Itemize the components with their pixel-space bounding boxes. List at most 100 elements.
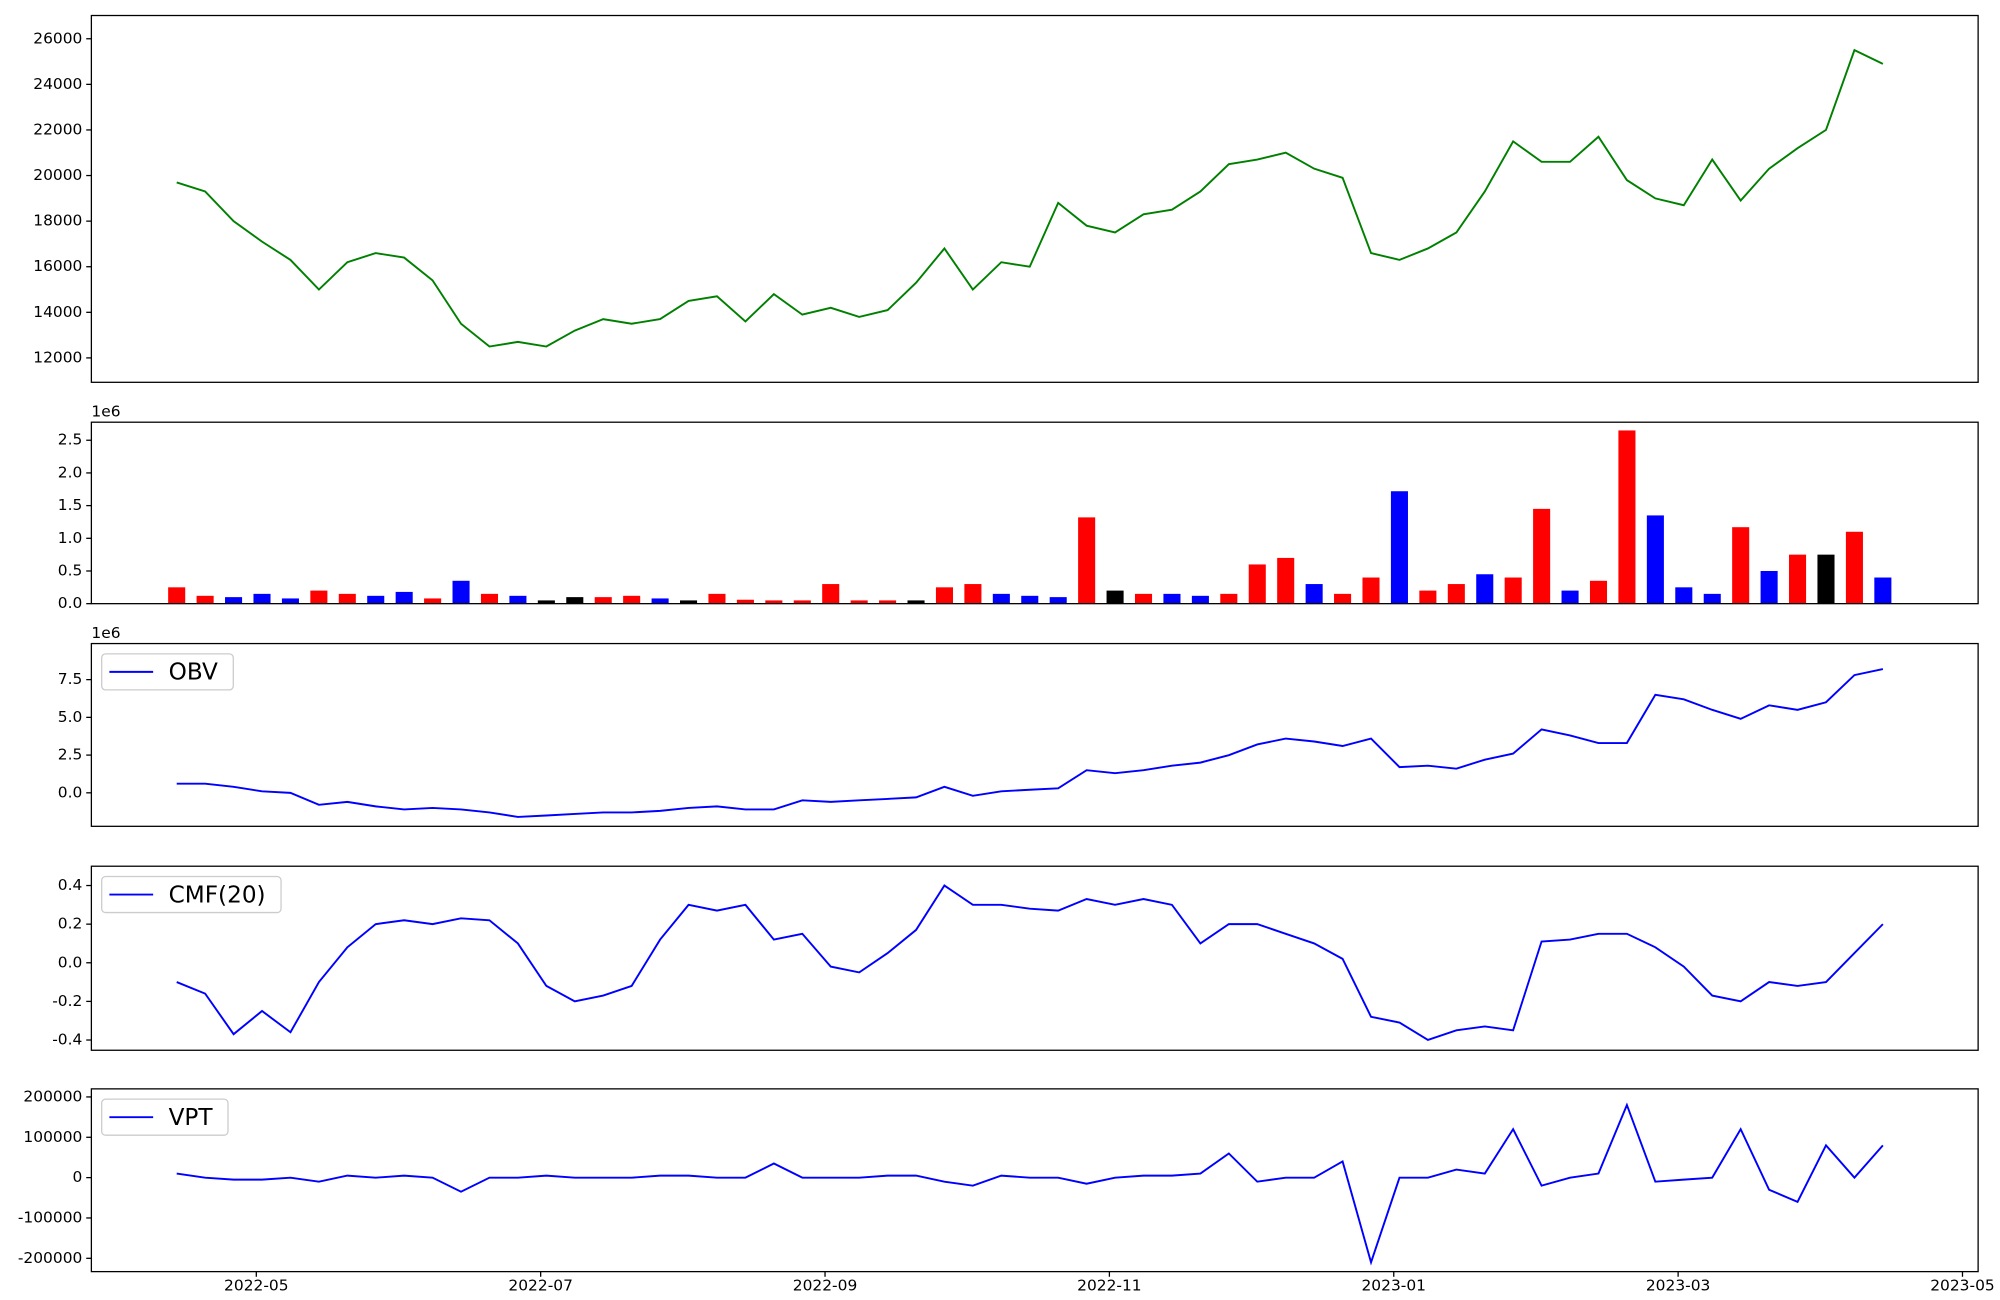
bar [1134, 593, 1153, 604]
y-tick-label: 1.0 [58, 529, 83, 547]
bar [1390, 491, 1408, 604]
y-tick-label: 20000 [33, 166, 82, 184]
axis-offset: 1e6 [91, 402, 120, 420]
bar [1817, 554, 1835, 604]
y-tick-label: 200000 [23, 1087, 82, 1105]
data-line [176, 1102, 1884, 1266]
y-tick-label: 0 [73, 1168, 83, 1186]
bar [281, 598, 299, 604]
bar [822, 584, 840, 604]
bar [1220, 593, 1238, 604]
y-tick-label: 2.5 [58, 431, 83, 449]
y-tick-label: 1.5 [58, 496, 83, 514]
bar [793, 600, 811, 604]
y-tick-label: 0.4 [58, 876, 83, 894]
y-tick-label: 12000 [33, 348, 82, 366]
axes-frame [90, 642, 1979, 827]
axis-offset: 1e6 [91, 624, 120, 642]
x-tick-label: 2023-03 [1646, 1276, 1711, 1294]
axes-frame [90, 14, 1979, 383]
bar [765, 600, 783, 604]
y-tick-label: 100000 [23, 1128, 82, 1146]
y-tick-label: 18000 [33, 212, 82, 230]
bar [1589, 580, 1608, 604]
bar [1561, 590, 1579, 604]
y-tick-label: 2.0 [58, 463, 83, 481]
x-tick-label: 2023-05 [1930, 1276, 1995, 1294]
bar [1789, 554, 1807, 604]
y-tick-label: 0.5 [58, 561, 83, 579]
bar [196, 595, 214, 604]
bar [424, 598, 442, 604]
bar [1646, 515, 1664, 604]
legend-box [101, 875, 282, 914]
bar [1476, 574, 1494, 604]
y-tick-label: 22000 [33, 120, 82, 138]
bar [338, 593, 356, 604]
bar [1703, 593, 1721, 604]
bar [1675, 587, 1693, 604]
bar [680, 600, 698, 604]
bar [1419, 590, 1437, 604]
bar [907, 600, 925, 604]
bar [1874, 577, 1892, 604]
bar [566, 597, 584, 604]
y-tick-label: 26000 [33, 29, 82, 47]
x-tick-label: 2022-05 [224, 1276, 289, 1294]
bar [964, 584, 982, 604]
y-tick-label: 14000 [33, 303, 82, 321]
data-line [176, 884, 1884, 1042]
bar [1305, 584, 1323, 604]
bar [850, 600, 868, 604]
bar [1191, 595, 1209, 604]
y-tick-label: 0.2 [58, 915, 83, 933]
legend-text: OBV [169, 660, 218, 686]
bar [1106, 590, 1124, 604]
bar [1021, 595, 1039, 604]
legend-text: VPT [169, 1105, 214, 1131]
bar [1248, 564, 1266, 604]
bar [509, 595, 527, 604]
y-tick-label: 2.5 [58, 746, 83, 764]
bar [168, 587, 186, 604]
bar [1732, 527, 1750, 604]
bar [452, 580, 470, 604]
y-tick-label: -200000 [18, 1249, 83, 1267]
y-tick-label: -0.2 [52, 992, 82, 1010]
bar [1618, 430, 1636, 604]
legend-box [101, 1098, 229, 1136]
y-tick-label: -0.4 [52, 1031, 82, 1049]
bar [537, 600, 555, 604]
y-tick-label: -100000 [18, 1208, 83, 1226]
bar [708, 593, 726, 604]
y-tick-label: 0.0 [58, 594, 83, 612]
bar [935, 587, 953, 604]
bar [480, 593, 499, 604]
bar [1277, 557, 1295, 604]
y-tick-label: 16000 [33, 257, 82, 275]
y-tick-label: 0.0 [58, 953, 83, 971]
y-tick-label: 7.5 [58, 670, 83, 688]
y-tick-label: 0.0 [58, 783, 83, 801]
bar [1845, 531, 1863, 604]
bar [651, 598, 669, 604]
bar [1760, 570, 1778, 604]
bar [992, 593, 1010, 604]
bar [310, 590, 328, 604]
axes-frame [90, 421, 1979, 605]
bar [736, 599, 754, 604]
bar [1447, 584, 1465, 604]
bar [367, 595, 385, 604]
x-tick-label: 2023-01 [1361, 1276, 1426, 1294]
data-line [176, 668, 1884, 818]
legend-box [101, 653, 234, 691]
bar [225, 597, 243, 604]
legend-text: CMF(20) [169, 882, 266, 908]
bar [1163, 593, 1181, 604]
bar [594, 597, 612, 604]
x-tick-label: 2022-07 [508, 1276, 573, 1294]
axes-frame [90, 1088, 1979, 1273]
bar [1334, 593, 1352, 604]
